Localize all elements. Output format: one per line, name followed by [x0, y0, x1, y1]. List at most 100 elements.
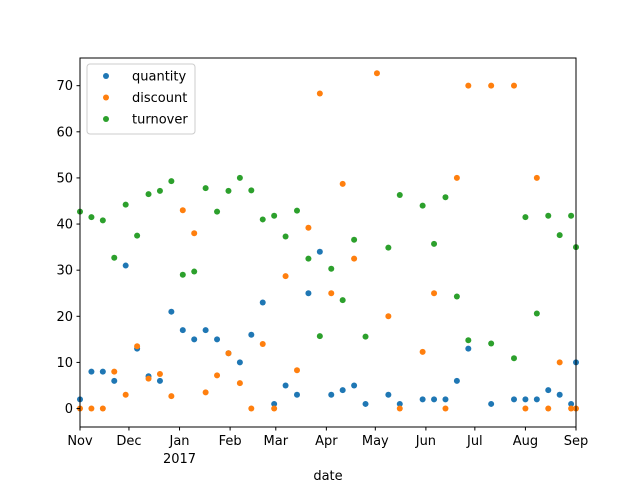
- quantity-point: [556, 391, 563, 398]
- legend-label-quantity: quantity: [132, 70, 187, 85]
- turnover-point: [316, 333, 323, 340]
- discount-point: [191, 230, 198, 237]
- discount-point: [88, 405, 95, 412]
- quantity-point: [156, 377, 163, 384]
- quantity-point: [339, 387, 346, 394]
- discount-point: [568, 405, 575, 412]
- x-tick-label: Feb: [219, 434, 242, 449]
- discount-point: [156, 370, 163, 377]
- quantity-point: [545, 387, 552, 394]
- quantity-point: [431, 396, 438, 403]
- y-tick-label: 70: [56, 79, 73, 94]
- legend-label-turnover: turnover: [132, 113, 188, 128]
- quantity-point: [488, 400, 495, 407]
- quantity-point: [271, 400, 278, 407]
- discount-point: [533, 174, 540, 181]
- turnover-point: [339, 297, 346, 304]
- y-tick-label: 0: [65, 402, 73, 417]
- discount-point: [522, 405, 529, 412]
- discount-point: [419, 348, 426, 355]
- quantity-point: [122, 262, 129, 269]
- quantity-point: [453, 377, 460, 384]
- quantity-point: [305, 290, 312, 297]
- discount-point: [545, 405, 552, 412]
- turnover-point: [511, 355, 517, 362]
- turnover-point: [282, 233, 289, 240]
- turnover-point: [328, 265, 335, 272]
- y-tick-label: 20: [56, 310, 73, 325]
- quantity-point: [214, 336, 221, 343]
- turnover-point: [145, 191, 152, 198]
- discount-point: [145, 375, 152, 382]
- turnover-point: [122, 201, 129, 208]
- discount-point: [385, 313, 392, 320]
- quantity-point: [111, 377, 118, 384]
- turnover-point: [385, 244, 392, 251]
- series-quantity: [77, 248, 579, 407]
- legend-marker-turnover: [103, 116, 109, 122]
- x-tick-label: May: [362, 434, 389, 449]
- turnover-point: [168, 178, 175, 185]
- discount-point: [316, 90, 323, 97]
- discount-point: [271, 405, 278, 412]
- discount-point: [396, 405, 403, 412]
- y-tick-label: 30: [56, 264, 73, 279]
- turnover-point: [214, 208, 221, 215]
- quantity-point: [236, 359, 243, 366]
- discount-point: [168, 393, 175, 400]
- discount-point: [259, 340, 266, 347]
- turnover-point: [236, 174, 243, 181]
- turnover-point: [419, 202, 426, 209]
- turnover-point: [568, 212, 575, 219]
- quantity-point: [294, 391, 300, 398]
- y-tick-label: 50: [56, 171, 73, 186]
- discount-point: [179, 207, 186, 214]
- turnover-point: [156, 187, 163, 194]
- x-tick-label: Aug: [513, 434, 538, 449]
- quantity-point: [99, 368, 106, 375]
- quantity-point: [419, 396, 426, 403]
- quantity-point: [259, 299, 266, 306]
- quantity-point: [511, 396, 517, 403]
- discount-point: [214, 372, 221, 379]
- legend-marker-quantity: [103, 73, 109, 79]
- legend-box: [86, 63, 196, 135]
- turnover-point: [259, 216, 266, 223]
- quantity-point: [568, 400, 575, 407]
- turnover-point: [191, 268, 198, 275]
- turnover-point: [522, 214, 529, 221]
- turnover-point: [453, 293, 460, 300]
- series-turnover: [77, 174, 579, 362]
- legend: quantity discount turnover: [86, 63, 196, 135]
- quantity-point: [168, 308, 175, 315]
- quantity-point: [396, 400, 403, 407]
- turnover-point: [88, 214, 95, 221]
- quantity-point: [362, 400, 369, 407]
- quantity-point: [522, 396, 529, 403]
- turnover-point: [225, 187, 232, 194]
- turnover-point: [99, 217, 106, 224]
- quantity-point: [202, 327, 209, 334]
- quantity-point: [328, 391, 335, 398]
- discount-point: [99, 405, 106, 412]
- series-discount: [77, 70, 579, 412]
- quantity-point: [282, 382, 289, 389]
- quantity-point: [385, 391, 392, 398]
- turnover-point: [248, 187, 255, 194]
- discount-point: [236, 380, 243, 387]
- x-tick-year-label: 2017: [163, 452, 196, 467]
- turnover-point: [556, 232, 563, 239]
- quantity-point: [88, 368, 95, 375]
- x-tick-label: Jun: [415, 434, 436, 449]
- quantity-point: [248, 331, 255, 338]
- discount-point: [511, 82, 517, 89]
- legend-marker-discount: [103, 94, 109, 101]
- turnover-point: [545, 212, 552, 219]
- y-tick-label: 40: [56, 218, 73, 233]
- turnover-point: [431, 240, 438, 247]
- turnover-point: [305, 255, 312, 262]
- turnover-point: [465, 337, 472, 344]
- turnover-point: [202, 185, 209, 192]
- x-tick-label: Sep: [564, 434, 589, 449]
